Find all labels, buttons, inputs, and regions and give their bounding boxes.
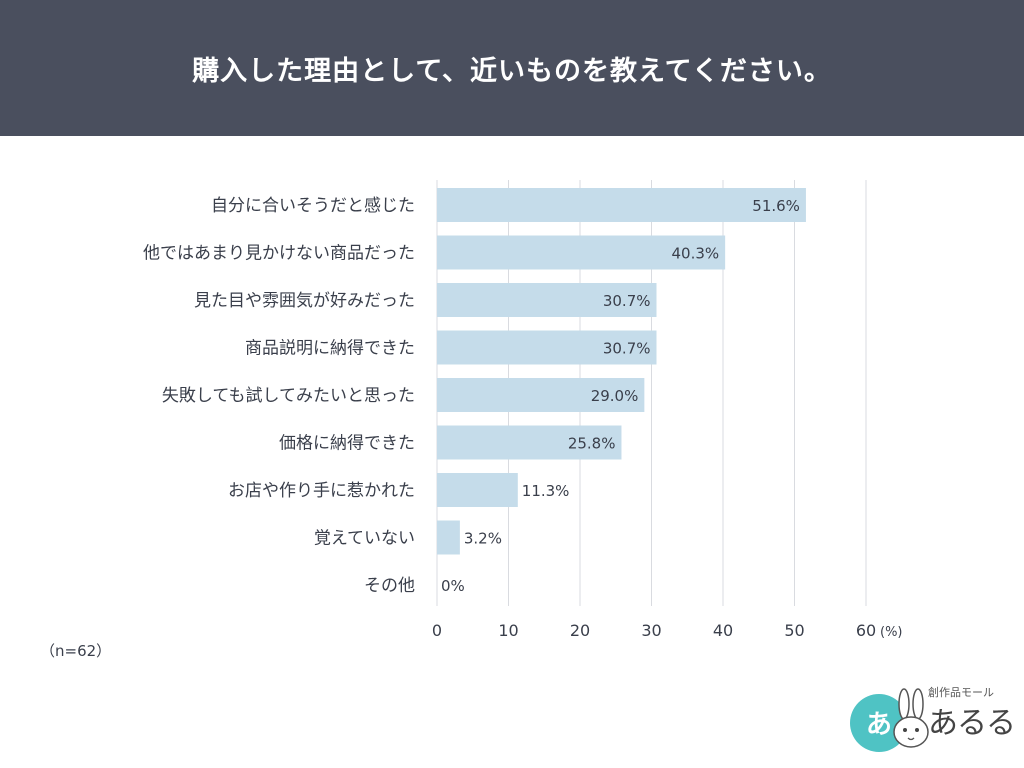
bar [437,378,645,412]
logo-circle-text: あ [865,710,892,740]
bar [437,425,622,460]
category-label: 商品説明に納得できた [245,339,415,359]
header-banner: 購入した理由として、近いものを教えてください。 [0,0,1024,136]
category-label: 見た目や雰囲気が好みだった [194,291,415,311]
x-tick-label: 60 [856,621,876,640]
x-tick-label: 40 [713,621,733,640]
bar [437,520,460,555]
page-title: 購入した理由として、近いものを教えてください。 [192,55,832,87]
x-tick-label: 20 [570,621,590,640]
logo-subtitle: 創作品モール [928,686,994,699]
value-label: 11.3% [522,482,570,500]
bar-chart: 0 10 20 30 40 50 60 (%) 自分に合いそうだと感じた 51.6% 他ではあまり見… [143,180,903,640]
value-label: 30.7% [603,292,651,310]
x-tick-label: 10 [498,621,518,640]
value-label: 29.0% [591,387,639,405]
category-label: 他ではあまり見かけない商品だった [143,244,415,264]
logo-name: あるる [928,706,1016,741]
bar [437,188,806,222]
bar [437,330,657,365]
category-label: お店や作り手に惹かれた [228,481,415,501]
bar [437,473,518,507]
x-tick-label: 30 [641,621,661,640]
sample-size-note: （n=62） [40,642,112,660]
rabbit-icon [893,688,929,748]
bars [437,188,806,555]
category-label: 自分に合いそうだと感じた [211,196,415,216]
x-tick-label: 50 [784,621,804,640]
value-label: 25.8% [568,435,616,453]
bar [437,235,726,270]
labels: 0 10 20 30 40 50 60 (%) 自分に合いそうだと感じた 51.6% 他ではあまり見… [143,196,903,640]
category-label: その他 [364,576,415,596]
x-unit-label: (%) [880,625,903,640]
x-tick-label: 0 [432,621,442,640]
value-label: 30.7% [603,340,651,358]
value-label: 51.6% [752,197,800,215]
category-label: 価格に納得できた [279,434,415,454]
brand-logo: あ 創作品モール あるる [848,684,1016,756]
category-label: 失敗しても試してみたいと思った [162,386,415,406]
value-label: 0% [441,577,465,595]
bar [437,283,657,317]
value-label: 40.3% [671,245,719,263]
category-label: 覚えていない [314,529,415,549]
value-label: 3.2% [464,530,502,548]
